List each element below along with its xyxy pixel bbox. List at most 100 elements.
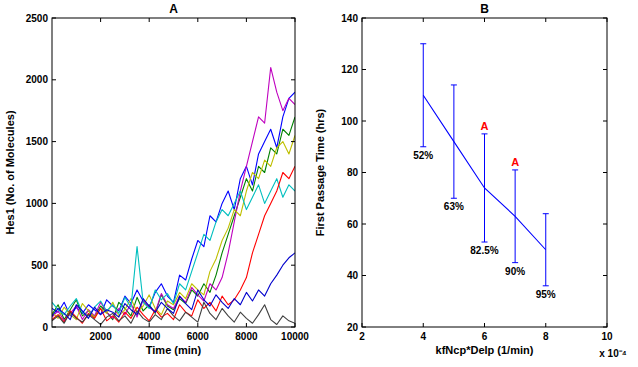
y-tick bbox=[52, 203, 56, 204]
x-tick-top bbox=[362, 18, 363, 22]
y-tick bbox=[52, 18, 56, 19]
percent-label: 63% bbox=[444, 201, 464, 212]
y-tick-right bbox=[291, 141, 295, 142]
y-tick-right bbox=[603, 121, 607, 122]
error-bar-stem bbox=[484, 134, 485, 242]
error-bar-cap bbox=[482, 242, 488, 243]
y-tick-right bbox=[603, 275, 607, 276]
x-tick-top bbox=[100, 18, 101, 22]
y-tick bbox=[362, 172, 366, 173]
y-tick-right bbox=[603, 69, 607, 70]
x-tick bbox=[484, 323, 485, 327]
x-tick-label: 2000 bbox=[89, 331, 112, 342]
x-tick bbox=[149, 323, 150, 327]
flag-label: A bbox=[481, 120, 489, 132]
x-tick-top bbox=[545, 18, 546, 22]
y-axis-label: First Passage Time (hrs) bbox=[314, 108, 326, 236]
x-tick bbox=[545, 323, 546, 327]
trace-line bbox=[52, 179, 295, 316]
x-axis-label: kfNcp*Delp (1/min) bbox=[436, 344, 534, 356]
error-bar-stem bbox=[515, 170, 516, 263]
x-tick-top bbox=[295, 18, 296, 22]
y-tick-right bbox=[291, 203, 295, 204]
y-tick-right bbox=[291, 327, 295, 328]
x-tick-top bbox=[484, 18, 485, 22]
percent-label: 95% bbox=[536, 289, 556, 300]
x-tick bbox=[295, 323, 296, 327]
chart-title: B bbox=[480, 2, 489, 16]
error-bar-cap bbox=[420, 43, 426, 44]
percent-label: 52% bbox=[413, 150, 433, 161]
y-tick bbox=[362, 121, 366, 122]
y-tick-label: 60 bbox=[347, 219, 359, 230]
x-tick bbox=[362, 323, 363, 327]
mean-line bbox=[423, 95, 546, 250]
axes: 24681020406080100120140BkfNcp*Delp (1/mi… bbox=[314, 2, 613, 356]
error-bar-cap bbox=[512, 262, 518, 263]
y-tick bbox=[52, 265, 56, 266]
x-tick bbox=[423, 323, 424, 327]
x-tick-label: 8000 bbox=[235, 331, 258, 342]
x-tick-label: 8 bbox=[543, 331, 549, 342]
y-tick bbox=[52, 327, 56, 328]
error-bar-stem bbox=[453, 85, 454, 198]
error-bar bbox=[512, 170, 518, 263]
error-bar-cap bbox=[482, 133, 488, 134]
y-tick-label: 2000 bbox=[26, 74, 49, 85]
error-bar-cap bbox=[543, 213, 549, 214]
x-tick-top bbox=[423, 18, 424, 22]
x-tick bbox=[197, 323, 198, 327]
y-tick-label: 2500 bbox=[26, 13, 49, 24]
figure: 2000 4000 6000 8000 10000 0 500 1000 1500 2000 250… bbox=[0, 0, 638, 367]
plot-frame bbox=[52, 18, 295, 327]
y-tick bbox=[52, 141, 56, 142]
y-tick-label: 40 bbox=[347, 270, 359, 281]
x-tick bbox=[607, 323, 608, 327]
x-tick bbox=[246, 323, 247, 327]
trace-line bbox=[52, 117, 295, 320]
trace-line bbox=[52, 92, 295, 316]
axes: 2000 4000 6000 8000 10000 0 500 1000 1500 2000 250… bbox=[4, 2, 309, 356]
y-tick-label: 1000 bbox=[26, 198, 49, 209]
percent-label: 90% bbox=[505, 266, 525, 277]
error-bar bbox=[482, 134, 488, 242]
x-tick-label: 2 bbox=[359, 331, 365, 342]
x-tick bbox=[100, 323, 101, 327]
y-tick-label: 1500 bbox=[26, 136, 49, 147]
y-tick-right bbox=[603, 224, 607, 225]
trace-line bbox=[52, 253, 295, 320]
error-bar bbox=[543, 214, 549, 286]
y-axis-label: Hes1 (No. of Molecules) bbox=[4, 110, 16, 234]
x-tick-label: 6000 bbox=[187, 331, 210, 342]
y-tick bbox=[362, 18, 366, 19]
y-tick bbox=[362, 327, 366, 328]
y-tick-label: 500 bbox=[31, 260, 48, 271]
plot-area bbox=[52, 67, 295, 324]
error-bar-cap bbox=[543, 285, 549, 286]
y-tick bbox=[362, 275, 366, 276]
trace-line bbox=[52, 135, 295, 319]
y-tick-right bbox=[291, 79, 295, 80]
x-tick-top bbox=[149, 18, 150, 22]
x-multiplier: x 10⁻⁴ bbox=[599, 348, 626, 359]
x-tick-label: 4000 bbox=[138, 331, 161, 342]
y-tick-label: 0 bbox=[42, 322, 48, 333]
error-bar-cap bbox=[512, 169, 518, 170]
x-tick-label: 10 bbox=[601, 331, 613, 342]
y-tick-right bbox=[603, 172, 607, 173]
plot-frame bbox=[362, 18, 607, 327]
x-tick-top bbox=[607, 18, 608, 22]
x-tick-label: 4 bbox=[420, 331, 426, 342]
flag-label: A bbox=[511, 156, 519, 168]
trace-line bbox=[52, 166, 295, 323]
x-axis-label: Time (min) bbox=[146, 344, 202, 356]
y-tick-right bbox=[291, 265, 295, 266]
y-tick bbox=[52, 79, 56, 80]
chart-title: A bbox=[169, 2, 178, 16]
x-tick-label: 10000 bbox=[281, 331, 309, 342]
y-tick-right bbox=[291, 18, 295, 19]
error-bar-stem bbox=[423, 44, 424, 147]
x-tick-label: 6 bbox=[482, 331, 488, 342]
error-bar bbox=[420, 44, 426, 147]
plot-area bbox=[420, 44, 549, 286]
